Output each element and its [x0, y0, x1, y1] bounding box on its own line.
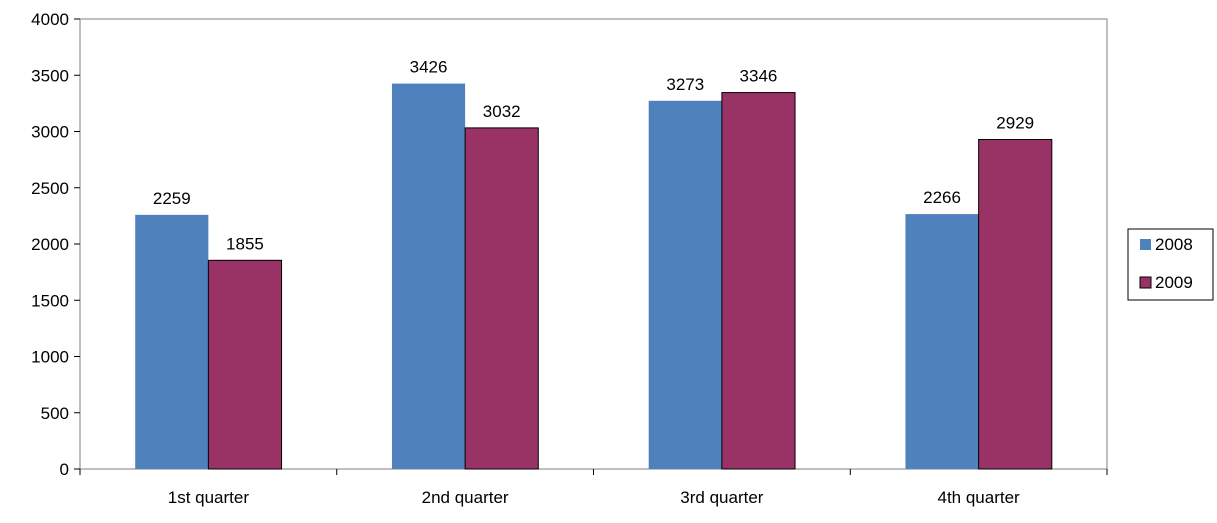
- y-tick-label: 2000: [31, 235, 69, 254]
- legend: 2008 2009: [1127, 228, 1214, 301]
- bar-2008-1: [135, 214, 209, 469]
- data-label: 2259: [153, 189, 191, 208]
- x-tick-label: 3rd quarter: [680, 488, 763, 507]
- x-tick-label: 4th quarter: [938, 488, 1021, 507]
- legend-label: 2008: [1155, 235, 1193, 254]
- data-label: 1855: [226, 234, 264, 253]
- legend-swatch-2009: [1139, 276, 1152, 289]
- y-tick-label: 3500: [31, 66, 69, 85]
- bar-group: [135, 83, 1053, 470]
- y-tick-label: 1500: [31, 291, 69, 310]
- legend-swatch-2008: [1140, 239, 1151, 250]
- bar-2009-2: [464, 127, 539, 470]
- bar-2009-1: [207, 259, 283, 470]
- data-label-group: 2259 1855 3426 3032 3273 3346 2266 2929: [153, 58, 1034, 254]
- y-tick-label: 0: [60, 460, 69, 479]
- y-tick-label: 4000: [31, 10, 69, 29]
- bar-2008-3: [648, 100, 722, 469]
- data-label: 2929: [996, 113, 1034, 132]
- data-label: 3426: [410, 58, 448, 77]
- bar-2009-4: [978, 138, 1053, 470]
- bar-2008-4: [905, 214, 979, 469]
- y-tick-label: 3000: [31, 123, 69, 142]
- data-label: 2266: [923, 188, 961, 207]
- x-tick-label: 1st quarter: [168, 488, 250, 507]
- y-tick-label: 500: [41, 404, 69, 423]
- data-label: 3273: [666, 75, 704, 94]
- legend-label: 2009: [1155, 273, 1193, 292]
- x-tick-label: 2nd quarter: [422, 488, 509, 507]
- data-label: 3032: [483, 102, 521, 121]
- y-tick-label: 2500: [31, 179, 69, 198]
- bar-2008-2: [391, 83, 466, 469]
- y-tick-label: 1000: [31, 348, 69, 367]
- data-label: 3346: [740, 67, 778, 86]
- bar-2009-3: [721, 92, 796, 470]
- x-axis: 1st quarter 2nd quarter 3rd quarter 4th qua…: [79, 469, 1108, 507]
- y-axis: 0 500 1000 1500 2000 2500 3000 3500 4000: [31, 10, 80, 479]
